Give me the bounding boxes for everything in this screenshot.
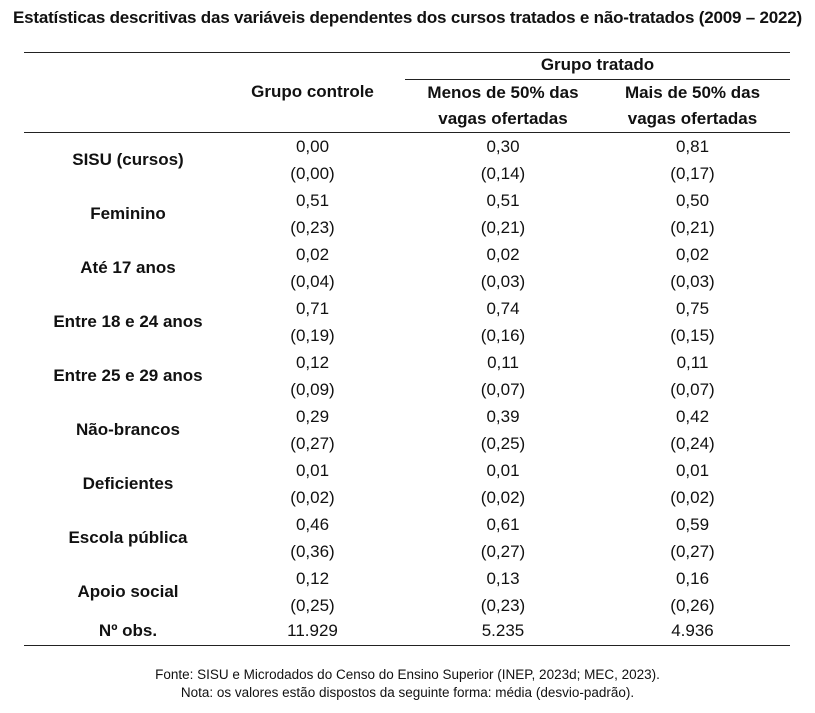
row-label: Feminino [90, 204, 166, 223]
sd-value-controle: (0,25) [290, 596, 335, 615]
mean-value-controle: 0,00 [295, 137, 330, 156]
mean-value-controle: 0,02 [295, 245, 330, 264]
mean-value-mais: 0,75 [675, 299, 710, 318]
row-label: Apoio social [77, 582, 179, 601]
header-menos-line2: vagas ofertadas [438, 109, 568, 128]
header-mais-line1: Mais de 50% das [624, 83, 761, 102]
row-label-obs: Nº obs. [98, 621, 158, 640]
mean-value-menos: 0,11 [487, 353, 519, 372]
header-rule [24, 132, 790, 133]
sd-value-controle: (0,09) [290, 380, 335, 399]
mean-value-menos: 0,51 [486, 191, 520, 210]
sd-value-controle: (0,19) [290, 326, 335, 345]
sd-value-mais: (0,21) [670, 218, 715, 237]
sd-value-controle: (0,36) [290, 542, 335, 561]
sd-value-controle: (0,02) [290, 488, 335, 507]
bottom-rule [24, 645, 790, 646]
sd-value-mais: (0,27) [670, 542, 715, 561]
sd-value-controle: (0,00) [290, 164, 335, 183]
group-rule [405, 79, 790, 80]
mean-value-mais: 0,81 [675, 137, 710, 156]
sd-value-mais: (0,15) [670, 326, 715, 345]
mean-value-controle: 0,01 [295, 461, 330, 480]
obs-value-menos: 5.235 [481, 621, 525, 640]
mean-value-menos: 0,74 [486, 299, 520, 318]
row-label: Entre 18 e 24 anos [53, 312, 203, 331]
sd-value-menos: (0,25) [480, 434, 526, 453]
sd-value-mais: (0,03) [670, 272, 715, 291]
mean-value-menos: 0,13 [486, 569, 520, 588]
sd-value-mais: (0,07) [670, 380, 715, 399]
mean-value-menos: 0,02 [486, 245, 520, 264]
obs-value-mais: 4.936 [671, 621, 714, 640]
sd-value-menos: (0,23) [480, 596, 526, 615]
mean-value-mais: 0,16 [675, 569, 710, 588]
sd-value-controle: (0,04) [290, 272, 335, 291]
sd-value-mais: (0,02) [670, 488, 715, 507]
mean-value-controle: 0,46 [295, 515, 330, 534]
header-grupo-controle: Grupo controle [251, 82, 374, 101]
mean-value-controle: 0,51 [295, 191, 330, 210]
sd-value-mais: (0,26) [670, 596, 715, 615]
row-label: Entre 25 e 29 anos [53, 366, 203, 385]
header-mais-line2: vagas ofertadas [627, 109, 758, 128]
source-note: Fonte: SISU e Microdados do Censo do Ens… [155, 667, 660, 682]
mean-value-controle: 0,12 [295, 353, 330, 372]
obs-value-controle: 11.929 [287, 621, 338, 640]
top-rule [24, 52, 790, 53]
mean-value-mais: 0,59 [675, 515, 710, 534]
header-grupo-tratado: Grupo tratado [540, 55, 655, 74]
sd-value-menos: (0,03) [480, 272, 526, 291]
sd-value-controle: (0,23) [290, 218, 335, 237]
sd-value-menos: (0,14) [480, 164, 526, 183]
mean-value-mais: 0,02 [675, 245, 710, 264]
sd-value-menos: (0,07) [480, 380, 526, 399]
mean-value-mais: 0,11 [676, 353, 709, 372]
table-title: Estatísticas descritivas das variáveis d… [12, 8, 802, 27]
mean-value-menos: 0,01 [486, 461, 520, 480]
sd-value-mais: (0,24) [670, 434, 715, 453]
row-label: Não-brancos [76, 420, 180, 439]
row-label: Deficientes [82, 474, 174, 493]
mean-value-menos: 0,39 [486, 407, 520, 426]
mean-value-mais: 0,50 [675, 191, 710, 210]
header-menos-line1: Menos de 50% das [427, 83, 579, 102]
mean-value-menos: 0,61 [486, 515, 520, 534]
mean-value-mais: 0,42 [675, 407, 710, 426]
sd-value-mais: (0,17) [670, 164, 715, 183]
sd-value-controle: (0,27) [290, 434, 335, 453]
sd-value-menos: (0,16) [480, 326, 526, 345]
format-note: Nota: os valores estão dispostos da segu… [180, 685, 635, 700]
sd-value-menos: (0,27) [480, 542, 526, 561]
sd-value-menos: (0,21) [480, 218, 526, 237]
sd-value-menos: (0,02) [480, 488, 526, 507]
row-label: Escola pública [68, 528, 188, 547]
row-label: SISU (cursos) [72, 150, 184, 169]
row-label: Até 17 anos [80, 258, 176, 277]
mean-value-controle: 0,12 [295, 569, 330, 588]
mean-value-menos: 0,30 [486, 137, 520, 156]
mean-value-mais: 0,01 [675, 461, 710, 480]
mean-value-controle: 0,29 [295, 407, 330, 426]
mean-value-controle: 0,71 [295, 299, 330, 318]
